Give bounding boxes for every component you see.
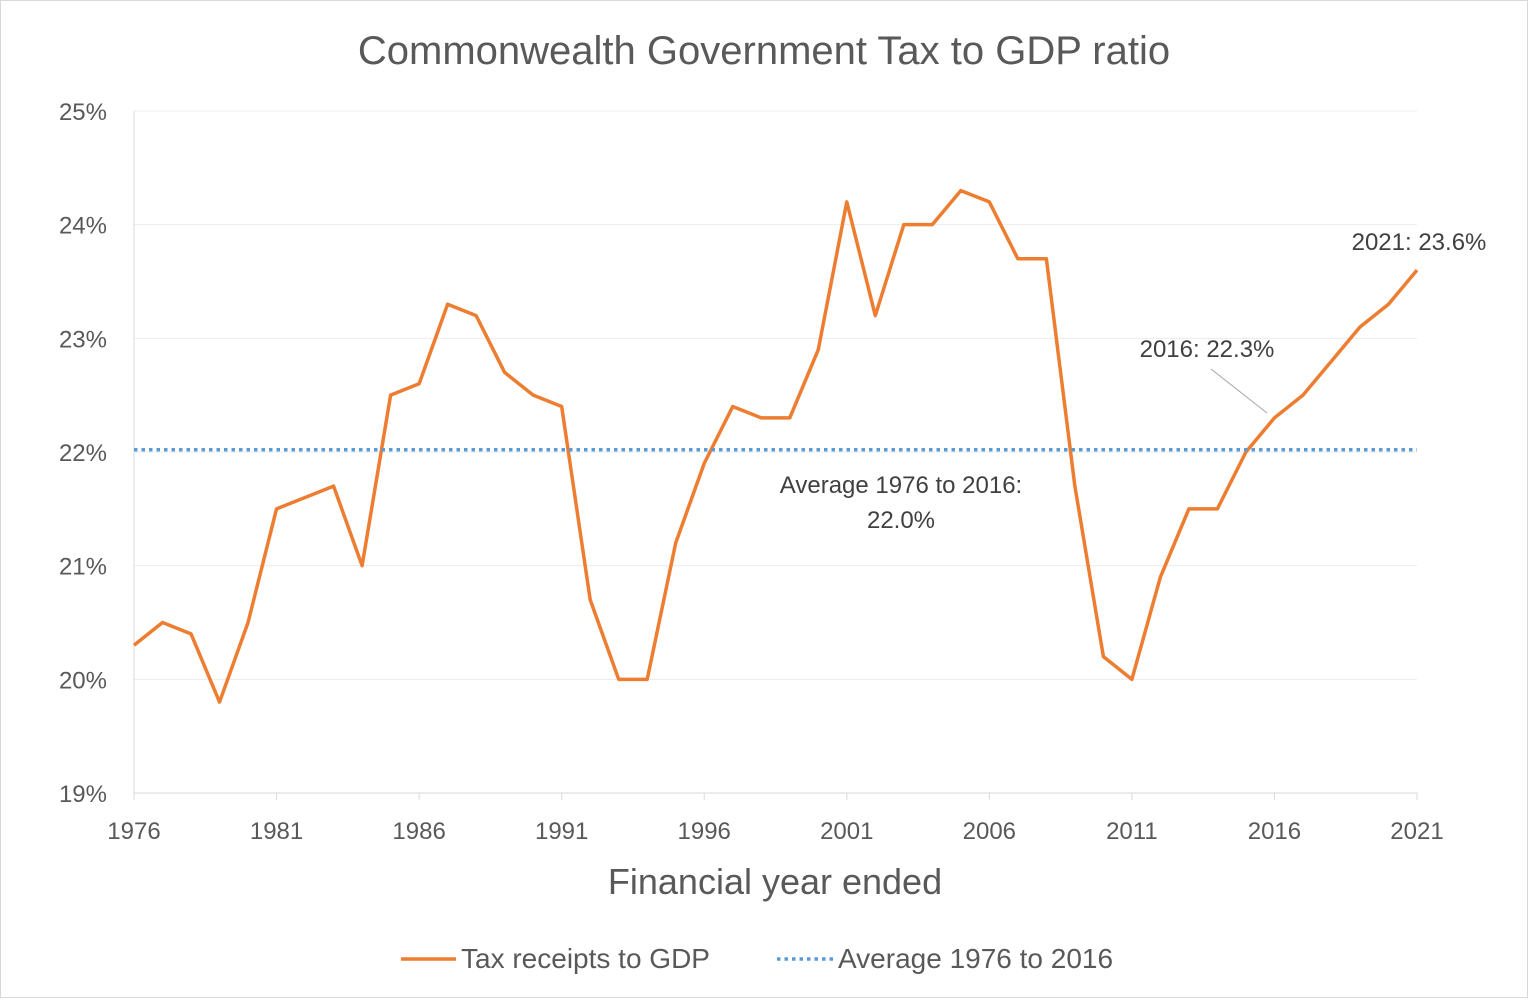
x-tick-label: 1981 xyxy=(250,818,303,845)
data-point xyxy=(617,678,620,681)
chart-title: Commonwealth Government Tax to GDP ratio xyxy=(358,29,1170,73)
data-point xyxy=(731,405,734,408)
data-point xyxy=(247,621,250,624)
data-point xyxy=(703,462,706,465)
x-tick-label: 2001 xyxy=(820,818,873,845)
series-line-0 xyxy=(132,188,1419,704)
data-point xyxy=(361,564,364,567)
data-point xyxy=(589,598,592,601)
data-point xyxy=(1416,269,1419,272)
y-tick-label: 24% xyxy=(59,213,107,240)
gridlines xyxy=(134,110,1417,680)
average-annotation-line1: Average 1976 to 2016: xyxy=(780,472,1022,499)
data-point xyxy=(560,405,563,408)
data-point xyxy=(674,541,677,544)
data-point xyxy=(874,314,877,317)
data-point xyxy=(1045,257,1048,260)
average-annotation-line2: 22.0% xyxy=(867,507,935,534)
x-tick-label: 2016 xyxy=(1248,818,1301,845)
y-tick-label: 19% xyxy=(59,781,107,808)
data-point xyxy=(532,394,535,397)
data-point xyxy=(1330,360,1333,363)
data-point xyxy=(503,371,506,374)
data-point xyxy=(1301,394,1304,397)
data-point xyxy=(788,416,791,419)
x-tick-label: 1986 xyxy=(392,818,445,845)
data-point xyxy=(931,223,934,226)
data-point xyxy=(1073,485,1076,488)
data-point xyxy=(304,496,307,499)
data-point xyxy=(959,189,962,192)
legend: Tax receipts to GDP Average 1976 to 2016 xyxy=(401,943,1113,974)
annotation-2016-leader xyxy=(1210,368,1268,414)
y-tick-label: 20% xyxy=(59,667,107,694)
x-tick-label: 2021 xyxy=(1390,818,1443,845)
data-point xyxy=(1102,655,1105,658)
data-point xyxy=(446,303,449,306)
x-tick-label: 1976 xyxy=(107,818,160,845)
data-point xyxy=(475,314,478,317)
data-point xyxy=(1016,257,1019,260)
data-point xyxy=(133,644,136,647)
data-point xyxy=(988,200,991,203)
data-point xyxy=(161,621,164,624)
data-point xyxy=(646,678,649,681)
data-point xyxy=(218,701,221,704)
annotation-2016: 2016: 22.3% xyxy=(1140,336,1275,363)
y-axis-ticks: 19% 20% 21% 22% 23% 24% 25% xyxy=(59,99,107,808)
data-point xyxy=(1273,416,1276,419)
x-tick-label: 1996 xyxy=(678,818,731,845)
y-tick-label: 25% xyxy=(59,99,107,126)
data-point xyxy=(1187,507,1190,510)
series-layer xyxy=(132,188,1419,704)
data-point xyxy=(275,507,278,510)
data-point xyxy=(760,416,763,419)
data-point xyxy=(845,200,848,203)
data-point xyxy=(418,382,421,385)
data-point xyxy=(332,485,335,488)
y-tick-label: 23% xyxy=(59,326,107,353)
x-tick-label: 2006 xyxy=(963,818,1016,845)
x-tick-label: 2011 xyxy=(1106,818,1158,845)
data-point xyxy=(1358,325,1361,328)
data-point xyxy=(902,223,905,226)
data-point xyxy=(817,348,820,351)
data-point xyxy=(1387,303,1390,306)
legend-label-average: Average 1976 to 2016 xyxy=(838,943,1113,974)
annotations: Average 1976 to 2016: 22.0% 2016: 22.3% … xyxy=(780,229,1487,534)
data-point xyxy=(1216,507,1219,510)
y-tick-label: 22% xyxy=(59,440,107,467)
data-point xyxy=(1130,678,1133,681)
y-tick-label: 21% xyxy=(59,554,107,581)
data-point xyxy=(1159,576,1162,579)
x-axis-label: Financial year ended xyxy=(608,861,942,902)
data-point xyxy=(190,632,193,635)
axes xyxy=(133,111,1417,794)
data-point xyxy=(389,394,392,397)
annotation-2021: 2021: 23.6% xyxy=(1352,229,1487,256)
legend-label-tax-receipts: Tax receipts to GDP xyxy=(461,943,710,974)
x-tick-label: 1991 xyxy=(535,818,588,845)
x-axis-ticks: 1976 1981 1986 1991 1996 2001 2006 2011 2016 2021 xyxy=(107,793,1444,845)
